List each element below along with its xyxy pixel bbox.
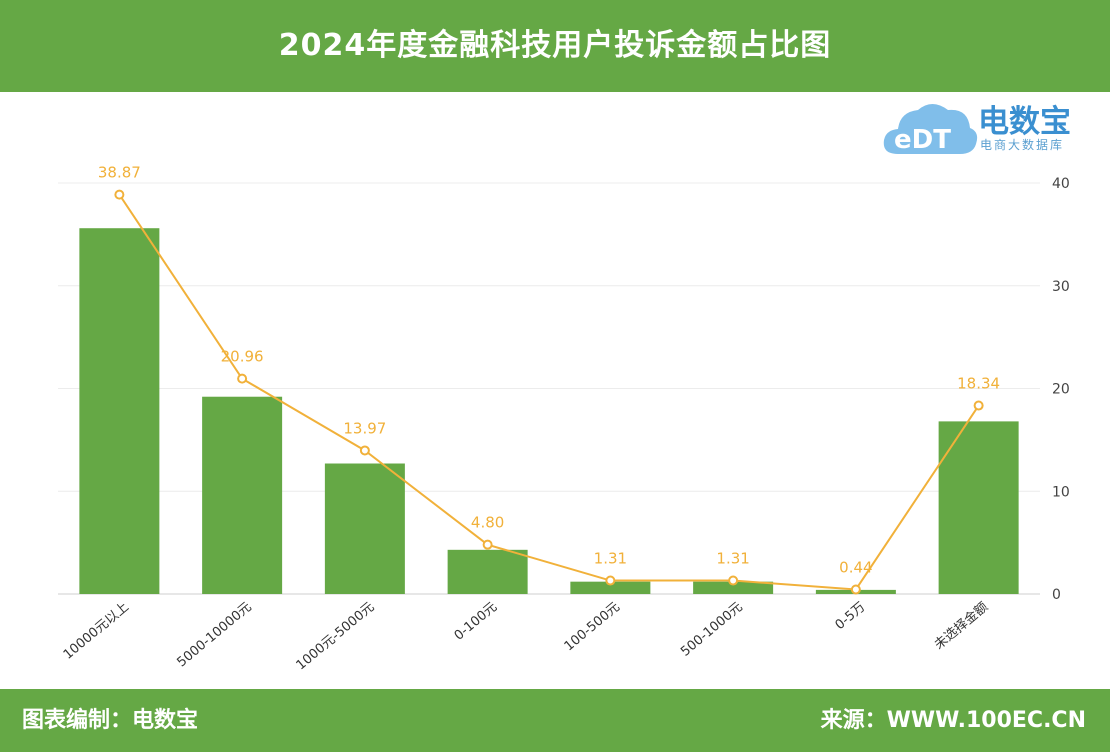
brand-logo: eDT 电数宝 电商大数据库: [880, 96, 1100, 160]
x-tick-label: 100-500元: [562, 600, 623, 655]
line-point: [605, 575, 616, 586]
bar: [79, 228, 160, 594]
y-tick-label: 10: [1052, 484, 1070, 500]
bar: [324, 463, 405, 594]
header-bar: [0, 0, 1110, 92]
bar: [447, 549, 528, 594]
x-tick-label: 1000元-5000元: [294, 600, 378, 674]
data-label: 1.31: [716, 550, 749, 568]
data-label: 20.96: [221, 348, 264, 366]
data-label: 18.34: [957, 375, 1000, 393]
x-tick-label: 未选择金额: [931, 599, 991, 653]
bar: [202, 396, 283, 594]
x-tick-label: 0-100元: [452, 600, 501, 644]
bar: [570, 581, 651, 594]
line-series: [118, 194, 980, 591]
line-point: [850, 584, 861, 595]
y-tick-label: 0: [1052, 587, 1061, 603]
bar: [938, 421, 1019, 594]
data-label: 0.44: [839, 558, 872, 576]
y-tick-label: 20: [1052, 382, 1070, 398]
line-point: [728, 575, 739, 586]
chart-title: 2024年度金融科技用户投诉金额占比图: [278, 28, 832, 63]
line-point: [359, 445, 370, 456]
data-label: 1.31: [594, 550, 627, 568]
logo-mark: eDT: [894, 125, 951, 155]
x-tick-label: 5000-10000元: [174, 600, 254, 671]
footer-credit: 图表编制：电数宝: [22, 708, 199, 733]
line-point: [237, 373, 248, 384]
line-point: [114, 189, 125, 200]
logo-name: 电数宝: [978, 104, 1071, 140]
footer-source: 来源：WWW.100EC.CN: [820, 708, 1086, 733]
line-point: [973, 400, 984, 411]
logo-tagline: 电商大数据库: [980, 138, 1065, 152]
cloud-logo-icon: eDT: [883, 104, 978, 155]
footer-bar: 图表编制：电数宝 来源：WWW.100EC.CN: [0, 689, 1110, 752]
y-tick-label: 40: [1052, 176, 1070, 192]
x-tick-label: 500-1000元: [678, 600, 746, 660]
data-label: 13.97: [343, 419, 386, 437]
data-label: 38.87: [98, 164, 141, 182]
x-tick-label: 0-5万: [833, 600, 869, 633]
data-label: 4.80: [471, 514, 504, 532]
line-point: [482, 539, 493, 550]
bar: [693, 581, 774, 594]
y-tick-label: 30: [1052, 279, 1070, 295]
x-tick-label: 10000元以上: [61, 600, 132, 663]
